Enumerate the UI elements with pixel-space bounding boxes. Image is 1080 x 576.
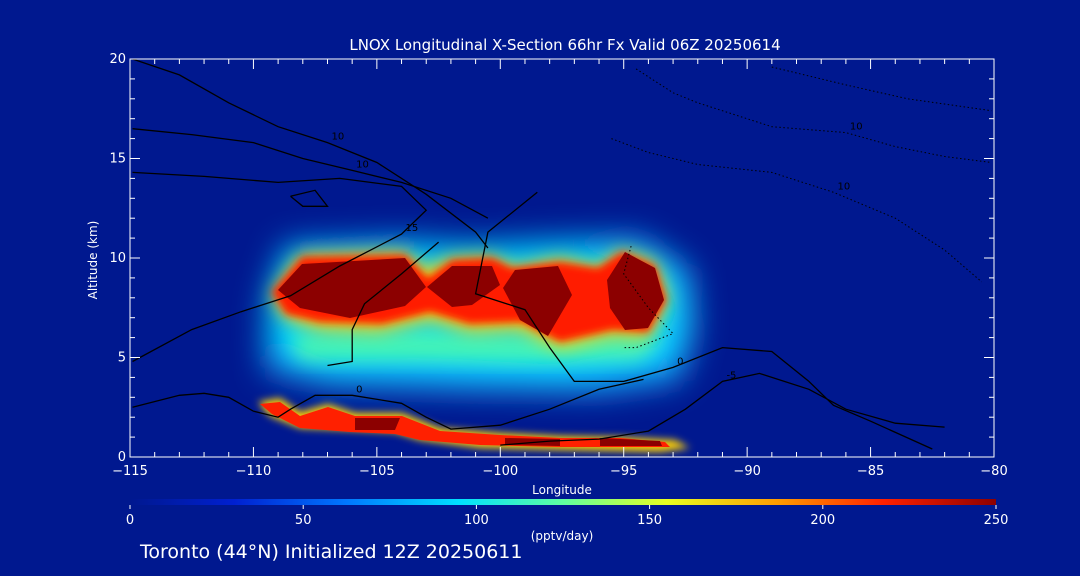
x-tick-label: −95 <box>610 464 637 479</box>
contour-layer: 10 10 15 0 -5 0 10 10 <box>132 59 992 450</box>
contour-line <box>327 241 440 367</box>
x-tick-label: −105 <box>359 464 395 479</box>
colorbar-tick-label: 150 <box>637 513 662 528</box>
contour-label: 10 <box>356 159 369 170</box>
contour-line <box>132 59 489 249</box>
colorbar-label: (pptv/day) <box>531 529 594 543</box>
contour-label: 0 <box>677 356 683 367</box>
y-tick-label: 20 <box>109 52 126 67</box>
chart-title: LNOX Longitudinal X-Section 66hr Fx Vali… <box>349 36 780 54</box>
contour-label: 10 <box>850 122 863 133</box>
heatmap-field <box>258 238 695 452</box>
contour-label: -5 <box>726 370 736 381</box>
axes-layer: −115 −110 −105 −100 −95 −90 −85 −80 0 5 10 15 20 <box>109 52 1007 479</box>
y-tick-label: 10 <box>109 251 126 266</box>
colorbar-tick-label: 50 <box>295 513 312 528</box>
contour-line <box>290 189 329 207</box>
contour-line <box>611 138 983 283</box>
contour-line <box>500 372 945 446</box>
y-tick-label: 5 <box>118 351 126 366</box>
y-tick-label: 15 <box>109 152 126 167</box>
x-tick-label: −85 <box>857 464 884 479</box>
x-tick-label: −110 <box>236 464 272 479</box>
x-tick-label: −100 <box>482 464 518 479</box>
contour-label: 0 <box>356 384 362 395</box>
y-axis-label: Altitude (km) <box>86 221 100 300</box>
contour-label: 15 <box>406 223 419 234</box>
heatmap-upper-core <box>278 252 664 336</box>
contour-line <box>132 378 644 430</box>
contour-line <box>635 68 992 163</box>
colorbar <box>130 499 996 505</box>
colorbar-tick-label: 200 <box>810 513 835 528</box>
contour-label: 10 <box>331 132 344 143</box>
y-tick-label: 0 <box>118 450 126 465</box>
colorbar-tick-label: 250 <box>984 513 1009 528</box>
contour-line <box>474 191 933 450</box>
colorbar-ticks: 0 50 100 150 200 250 <box>126 505 1009 528</box>
init-info-text: Toronto (44°N) Initialized 12Z 20250611 <box>140 541 523 563</box>
contour-line <box>623 245 674 349</box>
contour-line <box>132 171 428 363</box>
contour-line <box>132 128 489 219</box>
x-tick-label: −90 <box>733 464 760 479</box>
x-axis-label: Longitude <box>532 483 592 497</box>
colorbar-tick-label: 0 <box>126 513 134 528</box>
x-tick-label: −115 <box>112 464 148 479</box>
x-tick-label: −80 <box>980 464 1007 479</box>
contour-label: 10 <box>838 181 851 192</box>
colorbar-tick-label: 100 <box>464 513 489 528</box>
contour-line <box>771 66 992 112</box>
